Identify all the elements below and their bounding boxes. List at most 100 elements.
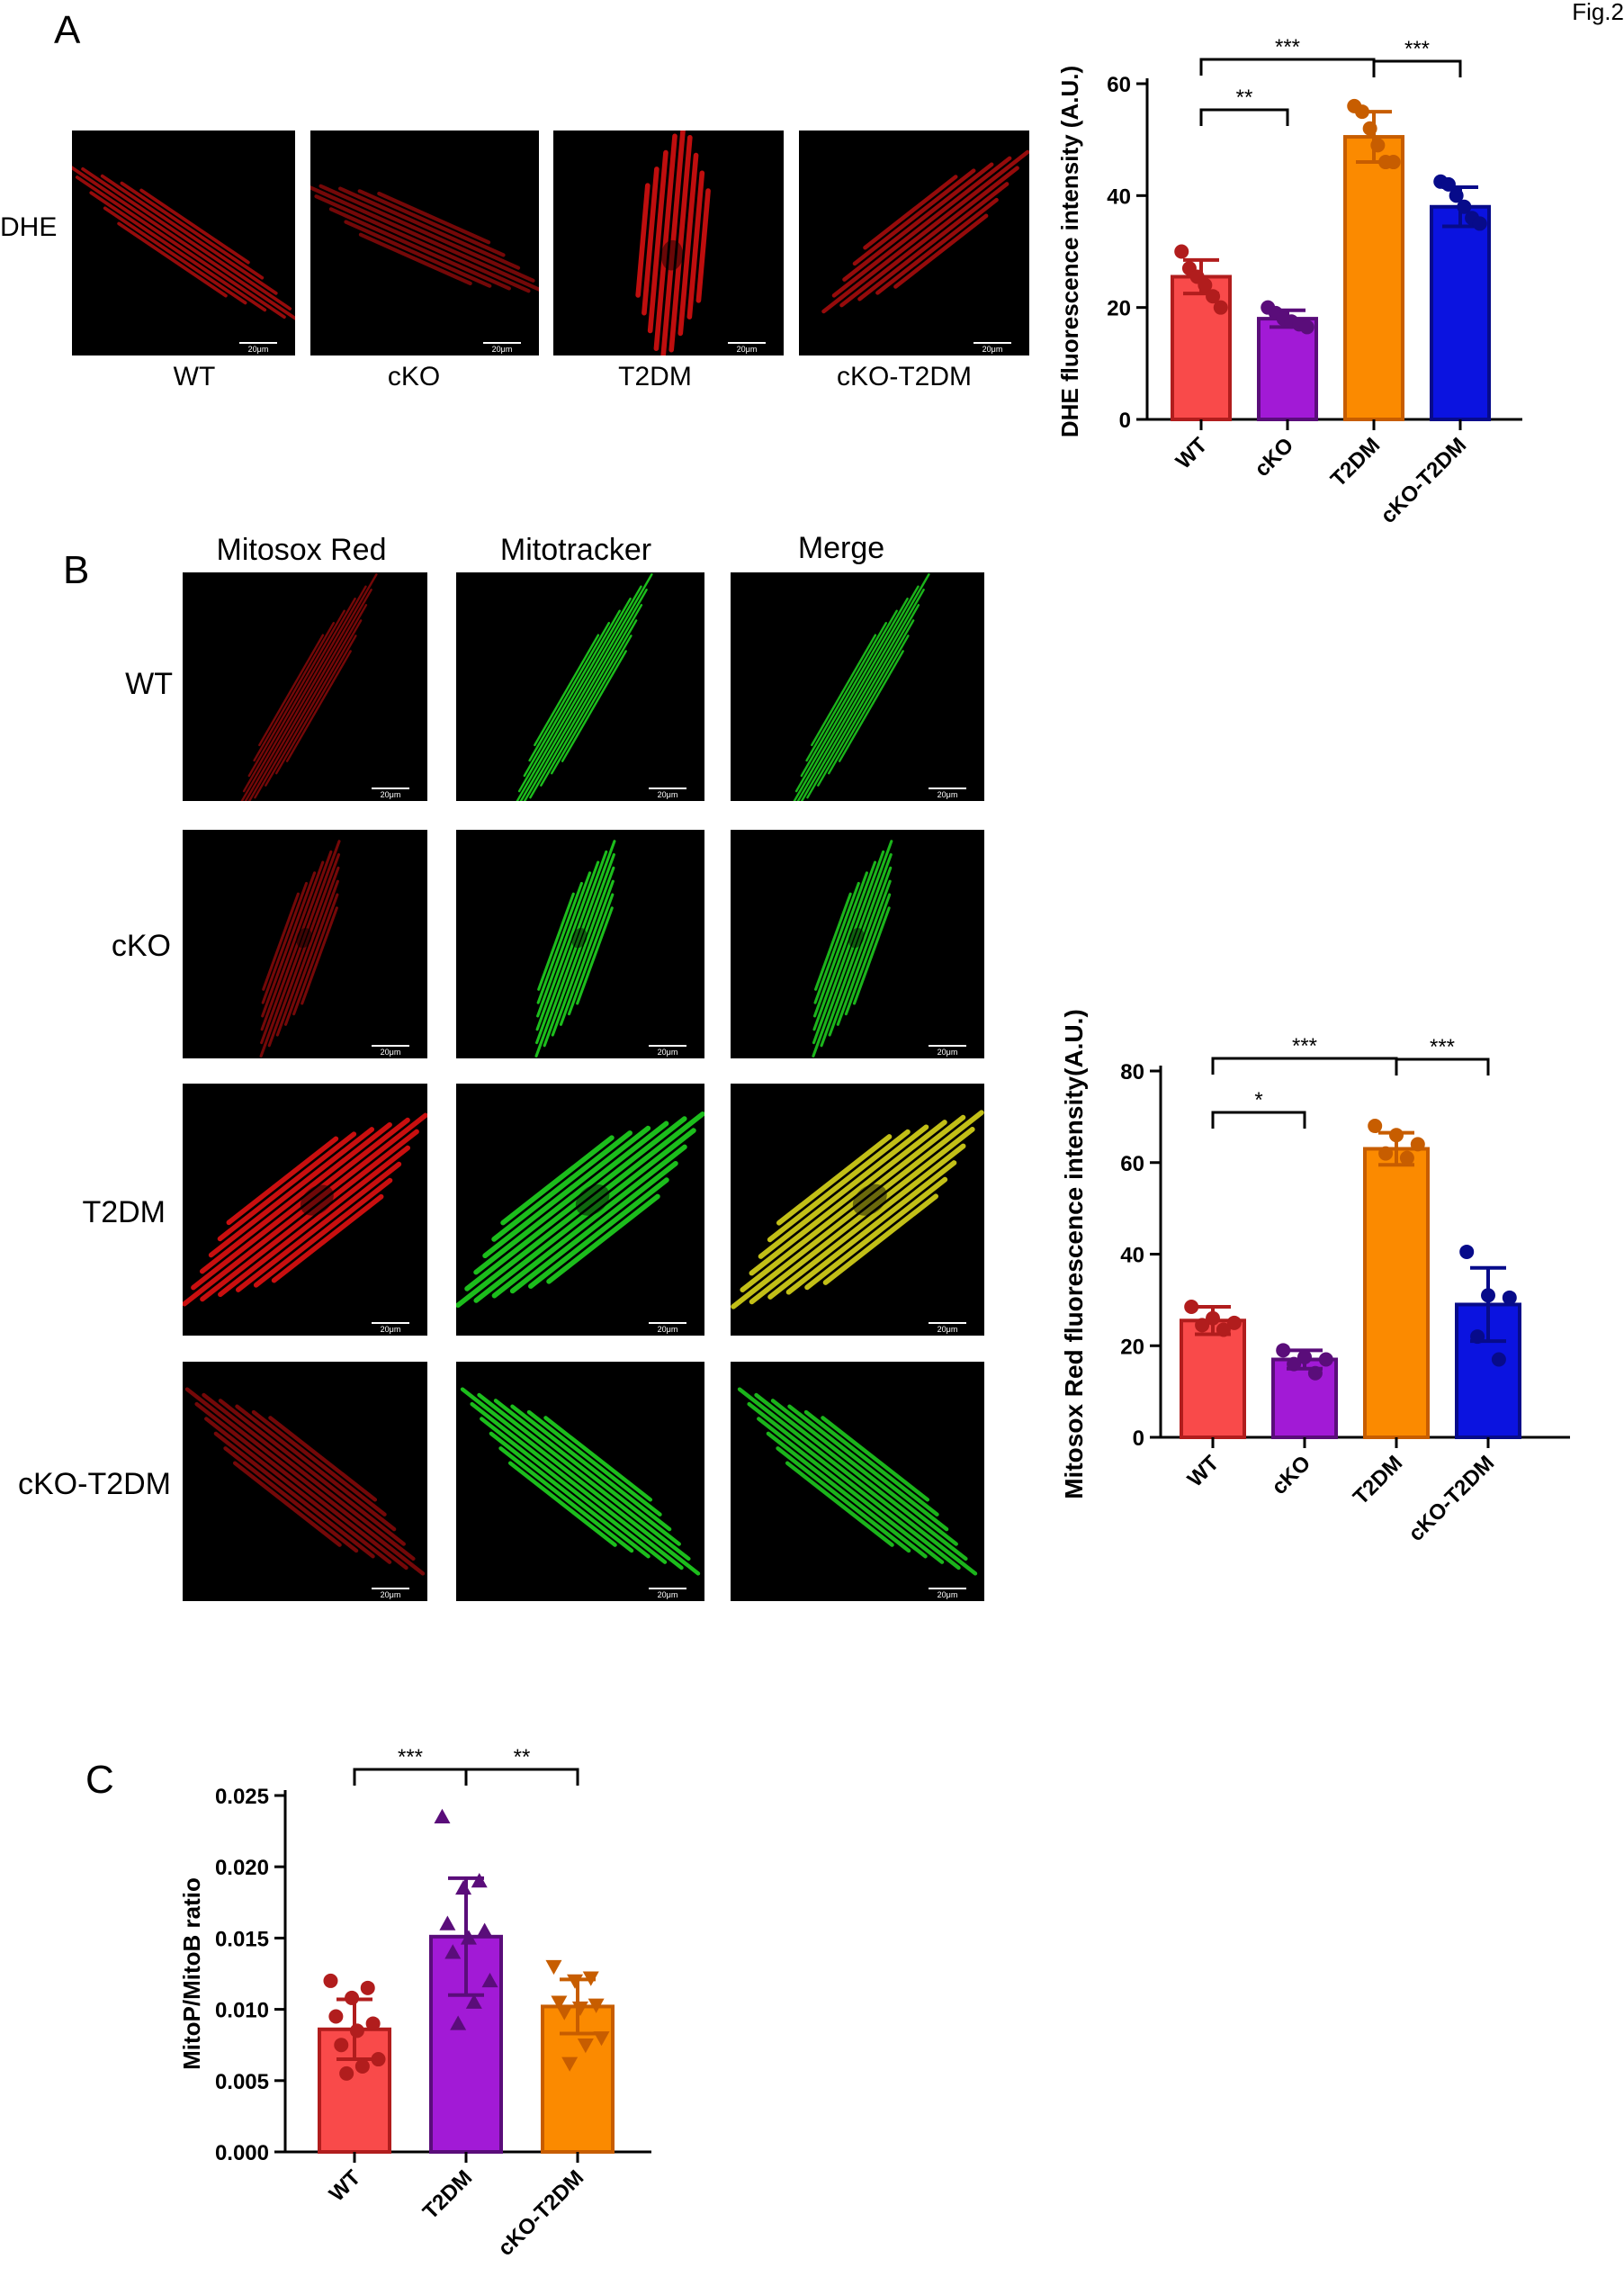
cell-striation [265, 619, 363, 787]
data-point [1354, 104, 1369, 120]
data-point [556, 2005, 573, 2020]
chart-mitosox: 0 20 40 60 80 Mitosox Red fluorescence intens… [1060, 1009, 1570, 1546]
significance-bracket [1372, 59, 1462, 77]
panel-a-image-row: 20μm 20μm 20μm 20μm [72, 130, 1029, 356]
data-point [444, 1944, 462, 1959]
y-tick-label: 0 [1133, 1426, 1144, 1451]
scale-bar-label: 20μm [492, 345, 513, 354]
cell-nucleus [575, 1184, 610, 1216]
cell-striation [473, 1120, 669, 1275]
cell-striation [183, 1112, 427, 1307]
cell-striation [576, 906, 614, 1005]
data-point [1198, 277, 1213, 292]
cell-body [310, 181, 539, 296]
cell-striation [785, 1160, 957, 1295]
cell-striation [647, 149, 668, 334]
significance-label: *** [1292, 1034, 1317, 1058]
cell-striation [731, 1110, 984, 1310]
cell-striation [534, 840, 616, 1058]
image-label-t2dm: T2DM [618, 362, 692, 392]
cell-striation [258, 634, 325, 747]
cell-striation [217, 1131, 357, 1242]
cell-body [456, 1111, 704, 1309]
data-point [588, 1998, 605, 2013]
cell-striation [838, 650, 904, 762]
cell-striation [863, 175, 958, 250]
cell-striation [536, 871, 592, 1018]
data-point [1502, 1290, 1517, 1305]
cell-striation [839, 166, 1019, 308]
data-point [1206, 1310, 1220, 1326]
significance-bracket [1199, 108, 1289, 126]
scale-bar-label: 20μm [938, 1590, 958, 1599]
cell-shape [635, 130, 711, 356]
data-point [1410, 1137, 1425, 1152]
bar-wt [1171, 274, 1232, 421]
data-point [1206, 289, 1221, 304]
cell-striation [242, 598, 356, 793]
cell-striation [813, 881, 860, 1004]
cell-striation [821, 149, 1029, 314]
scale-bar-label: 20μm [938, 790, 958, 799]
cell-striation [806, 604, 920, 799]
y-tick-label: 40 [1107, 184, 1131, 209]
cell-striation [238, 585, 367, 801]
column-header-mitotracker: Mitotracker [500, 533, 651, 567]
cell-striation [536, 881, 583, 1004]
panel-b-image-grid: 20μm 20μm 20μm 20μm 20μm 20μm 20μm 20μm 20μm 20μm… [183, 572, 984, 1601]
significance-label: *** [1404, 37, 1430, 61]
row-label-dhe: DHE [0, 212, 57, 242]
cell-body [737, 1387, 978, 1576]
cell-striation [292, 893, 339, 1016]
cell-striation [551, 866, 615, 1037]
cell-striation [852, 168, 976, 266]
cell-striation [828, 866, 893, 1037]
cell-striation [559, 879, 615, 1026]
data-point [1459, 1244, 1475, 1259]
data-point [582, 1971, 599, 1986]
cell-shape [183, 1112, 427, 1307]
cell-striation [285, 650, 352, 762]
cell-striation [817, 619, 915, 787]
cell-striation [770, 1399, 958, 1546]
cell-striation [268, 1416, 378, 1502]
chart-dhe: 0 20 40 60 DHE fluorescence intensity (A.U.)… [1056, 35, 1522, 528]
cell-striation [247, 609, 345, 778]
cell-shape [232, 573, 378, 801]
data-point [1318, 1352, 1333, 1367]
data-point [551, 1995, 568, 2011]
data-point [1378, 1146, 1394, 1161]
cell-striation [776, 1134, 893, 1226]
scale-bar-label: 20μm [737, 345, 758, 354]
x-tick-label-cko-t2dm: cKO-T2DM [1404, 1451, 1499, 1546]
cell-striation [529, 604, 643, 799]
cell-striation [758, 1124, 929, 1259]
cell-striation [686, 170, 705, 320]
cell-striation [757, 1417, 945, 1564]
cell-striation [194, 1401, 408, 1570]
cell-striation [551, 634, 633, 775]
y-axis-title: MitoP/MitoB ratio [178, 1877, 205, 2070]
significance-bracket [1395, 1058, 1490, 1076]
cell-striation [695, 188, 711, 303]
cell-striation [218, 1145, 411, 1298]
cell-shape [737, 1387, 978, 1576]
row-label-cko: cKO [112, 929, 171, 963]
data-point [349, 2023, 364, 2038]
cell-striation [470, 1401, 684, 1570]
cell-striation [184, 1387, 426, 1576]
cell-shape [534, 840, 616, 1058]
scale-bar-label: 20μm [381, 1590, 401, 1599]
cell-striation [456, 1111, 704, 1309]
cell-striation [737, 1387, 978, 1576]
cell-striation [535, 860, 600, 1031]
x-tick-label-t2dm: T2DM [1326, 433, 1385, 491]
cell-striation [310, 181, 539, 296]
cell-nucleus [852, 1184, 887, 1216]
panel-letter-b: B [63, 548, 89, 592]
bar-cko [1271, 1357, 1338, 1439]
row-label-t2dm: T2DM [82, 1195, 166, 1229]
cell-striation [357, 189, 506, 257]
data-point [460, 1930, 477, 1945]
cell-striation [800, 609, 898, 778]
